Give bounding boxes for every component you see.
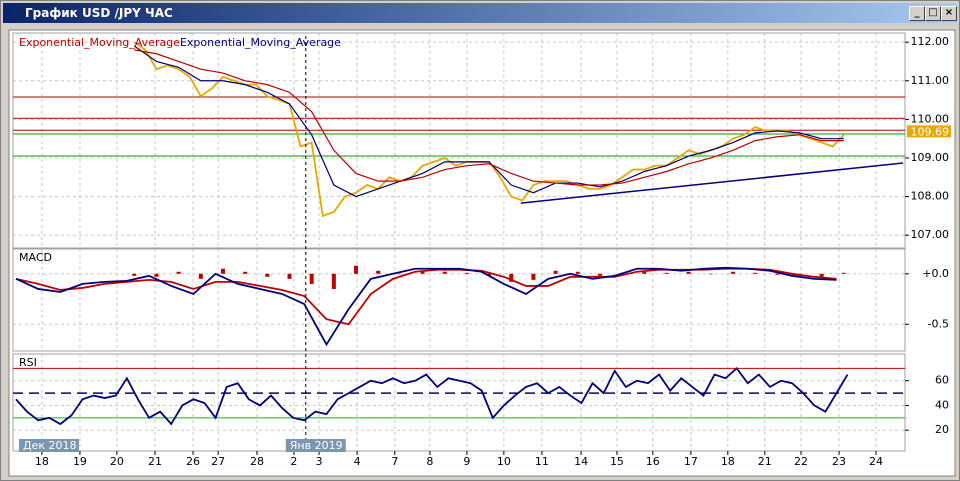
x-tick-label: 14 (574, 455, 588, 468)
legend-entry: Exponential_Moving_Average (19, 36, 180, 49)
y-tick-label: 20 (935, 423, 949, 436)
close-button[interactable]: × (941, 6, 957, 21)
y-tick-label: -0.5 (928, 317, 949, 330)
histogram-bar (176, 271, 181, 274)
panel (12, 32, 906, 249)
histogram-bar (265, 273, 270, 277)
x-tick-label: 21 (148, 455, 162, 468)
x-tick-label: 26 (186, 455, 200, 468)
panel-title: RSI (19, 356, 37, 369)
period-badge (18, 439, 79, 452)
x-tick-label: 2 (290, 455, 297, 468)
x-tick-label: 4 (354, 455, 361, 468)
histogram-bar (243, 271, 248, 274)
histogram-bar (730, 271, 735, 274)
period-label: Янв 2019 (290, 439, 343, 452)
histogram-bar (664, 272, 669, 274)
y-tick-label: 110.00 (911, 112, 950, 125)
x-tick-label: 24 (869, 455, 883, 468)
y-tick-label: 109.00 (911, 151, 950, 164)
x-tick-label: 10 (497, 455, 511, 468)
histogram-bar (198, 273, 203, 279)
histogram-bar (376, 270, 381, 274)
window-title: График USD /JPY ЧАС (25, 6, 173, 20)
x-tick-label: 22 (794, 455, 808, 468)
histogram-bar (354, 265, 359, 274)
period-badge (285, 439, 346, 452)
y-tick-label: 60 (935, 374, 949, 387)
x-tick-label: 18 (35, 455, 49, 468)
x-tick-label: 15 (610, 455, 624, 468)
histogram-bar (841, 272, 846, 274)
histogram-bar (775, 273, 780, 275)
minimize-button[interactable]: _ (909, 6, 925, 21)
histogram-bar (132, 273, 137, 276)
y-tick-label: 111.00 (911, 74, 950, 87)
maximize-button[interactable]: □ (925, 6, 941, 21)
histogram-bar (686, 271, 691, 274)
plot (13, 249, 905, 351)
histogram-bar (531, 273, 536, 280)
title-bar: График USD /JPY ЧАС _ □ × (3, 3, 957, 23)
histogram-bar (597, 273, 602, 276)
histogram-bar (331, 273, 336, 289)
histogram-bar (753, 272, 758, 274)
panel (12, 353, 906, 452)
x-tick-label: 21 (758, 455, 772, 468)
plot (13, 33, 905, 248)
panel (12, 248, 906, 352)
y-tick-label: 107.00 (911, 228, 950, 241)
panel-title: MACD (19, 251, 52, 264)
x-tick-label: 19 (73, 455, 87, 468)
x-tick-label: 18 (721, 455, 735, 468)
histogram-bar (420, 271, 425, 274)
indicator-line (134, 49, 844, 186)
last-price-box (907, 125, 951, 138)
indicator-line (133, 45, 844, 198)
y-tick-label: 40 (935, 398, 949, 411)
period-label: Дек 2018 (23, 439, 77, 452)
y-tick-label: 108.00 (911, 190, 950, 203)
histogram-bar (442, 271, 447, 274)
x-tick-label: 16 (646, 455, 660, 468)
trendline (520, 162, 904, 204)
x-tick-label: 27 (211, 455, 225, 468)
last-price-label: 109.69 (911, 125, 950, 138)
histogram-bar (553, 270, 558, 274)
plot (13, 354, 905, 451)
x-tick-label: 3 (316, 455, 323, 468)
x-tick-label: 11 (535, 455, 549, 468)
histogram-bar (220, 268, 225, 274)
x-tick-label: 9 (463, 455, 470, 468)
histogram-bar (398, 273, 403, 275)
price-line (15, 266, 837, 347)
y-tick-label: 112.00 (911, 35, 950, 48)
histogram-bar (708, 273, 713, 275)
legend-entry: Exponential_Moving_Average (180, 36, 341, 49)
x-tick-label: 8 (426, 455, 433, 468)
histogram-bar (575, 271, 580, 274)
histogram-bar (287, 273, 292, 279)
x-tick-label: 20 (110, 455, 124, 468)
x-tick-label: 17 (684, 455, 698, 468)
y-tick-label: +0.0 (922, 267, 949, 280)
histogram-bar (309, 273, 314, 284)
histogram-bar (509, 273, 514, 282)
price-line (15, 367, 849, 426)
histogram-bar (464, 272, 469, 274)
histogram-bar (154, 273, 159, 277)
x-tick-label: 23 (832, 455, 846, 468)
x-tick-label: 28 (250, 455, 264, 468)
histogram-bar (642, 271, 647, 274)
x-tick-label: 7 (391, 455, 398, 468)
histogram-bar (819, 273, 824, 277)
